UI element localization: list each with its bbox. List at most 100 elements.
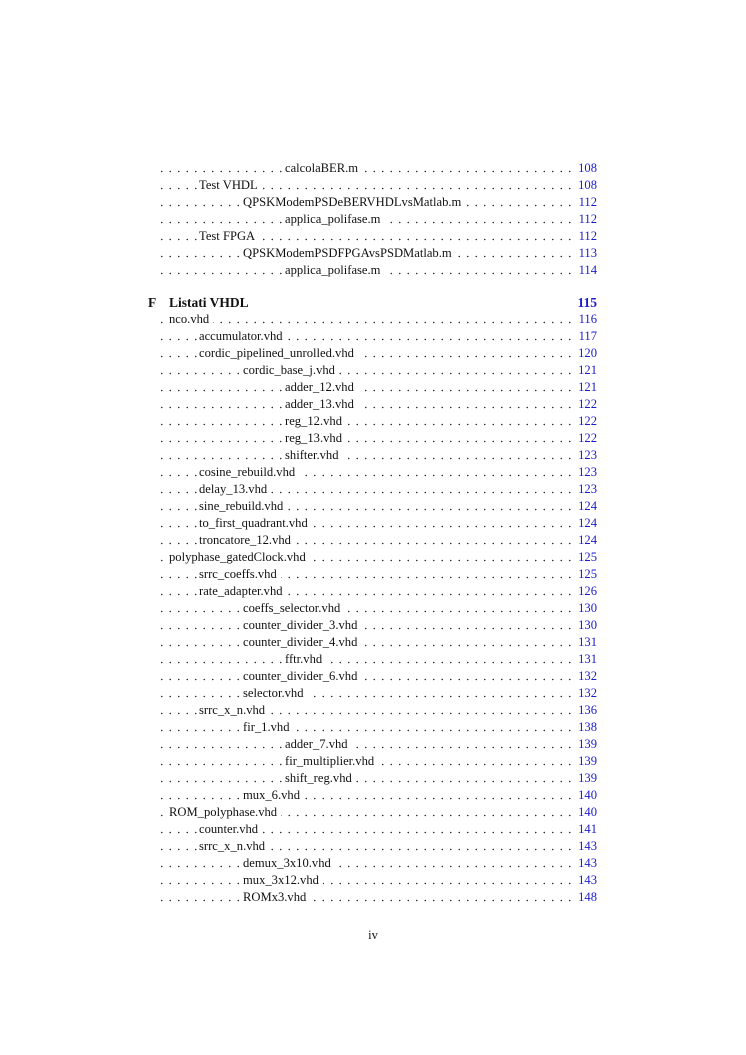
dot-leader <box>160 821 578 838</box>
toc-entry[interactable]: counter_divider_4.vhd 131 <box>0 634 746 651</box>
toc-entry[interactable]: coeffs_selector.vhd 130 <box>0 600 746 617</box>
entry-page-link[interactable]: 130 <box>574 600 597 617</box>
toc-entry[interactable]: nco.vhd 116 <box>0 311 746 328</box>
entry-page-link[interactable]: 112 <box>574 228 597 245</box>
entry-page-link[interactable]: 143 <box>574 872 597 889</box>
entry-title: nco.vhd <box>169 311 214 328</box>
toc-entry[interactable]: shifter.vhd 123 <box>0 447 746 464</box>
entry-page-link[interactable]: 124 <box>574 498 597 515</box>
entry-title: coeffs_selector.vhd <box>243 600 345 617</box>
toc-entry[interactable]: srrc_x_n.vhd 136 <box>0 702 746 719</box>
entry-page-link[interactable]: 123 <box>574 481 597 498</box>
toc-entry[interactable]: mux_3x12.vhd 143 <box>0 872 746 889</box>
toc-entry[interactable]: adder_7.vhd 139 <box>0 736 746 753</box>
entry-page-link[interactable]: 108 <box>574 160 597 177</box>
entry-page-link[interactable]: 125 <box>574 549 597 566</box>
toc-entry[interactable]: fir_multiplier.vhd 139 <box>0 753 746 770</box>
dot-leader <box>160 430 578 447</box>
toc-entry[interactable]: ROMx3.vhd 148 <box>0 889 746 906</box>
toc-entry[interactable]: adder_12.vhd 121 <box>0 379 746 396</box>
entry-page-link[interactable]: 140 <box>574 787 597 804</box>
toc-entry[interactable]: selector.vhd 132 <box>0 685 746 702</box>
entry-page-link[interactable]: 136 <box>574 702 597 719</box>
toc-entry[interactable]: applica_polifase.m 112 <box>0 211 746 228</box>
toc-entry[interactable]: QPSKModemPSDeBERVHDLvsMatlab.m 112 <box>0 194 746 211</box>
entry-page-link[interactable]: 139 <box>574 753 597 770</box>
entry-page-link[interactable]: 123 <box>574 447 597 464</box>
entry-page-link[interactable]: 126 <box>574 583 597 600</box>
toc-entry[interactable]: polyphase_gatedClock.vhd 125 <box>0 549 746 566</box>
entry-page-link[interactable]: 114 <box>574 262 597 279</box>
entry-page-link[interactable]: 143 <box>574 838 597 855</box>
toc-entry[interactable]: cordic_pipelined_unrolled.vhd 120 <box>0 345 746 362</box>
dot-leader <box>160 177 578 194</box>
toc-entry[interactable]: demux_3x10.vhd 143 <box>0 855 746 872</box>
entry-page-link[interactable]: 121 <box>574 379 597 396</box>
toc-entry[interactable]: reg_12.vhd 122 <box>0 413 746 430</box>
entry-page-link[interactable]: 122 <box>574 413 597 430</box>
entry-page-link[interactable]: 124 <box>574 515 597 532</box>
table-of-contents: calcolaBER.m 108 Test VHDL 108 QPSKModemPSDe… <box>0 160 746 906</box>
entry-title: srrc_coeffs.vhd <box>199 566 281 583</box>
toc-entry[interactable]: Test FPGA 112 <box>0 228 746 245</box>
entry-page-link[interactable]: 130 <box>574 617 597 634</box>
entry-page-link[interactable]: 122 <box>574 430 597 447</box>
entry-page-link[interactable]: 112 <box>574 194 597 211</box>
toc-entry[interactable]: calcolaBER.m 108 <box>0 160 746 177</box>
toc-entry[interactable]: QPSKModemPSDFPGAvsPSDMatlab.m 113 <box>0 245 746 262</box>
entry-page-link[interactable]: 123 <box>574 464 597 481</box>
toc-entry[interactable]: cosine_rebuild.vhd 123 <box>0 464 746 481</box>
entry-page-link[interactable]: 120 <box>574 345 597 362</box>
entry-page-link[interactable]: 140 <box>574 804 597 821</box>
entry-page-link[interactable]: 121 <box>574 362 597 379</box>
entry-page-link[interactable]: 148 <box>574 889 597 906</box>
entry-page-link[interactable]: 122 <box>574 396 597 413</box>
entry-title: demux_3x10.vhd <box>243 855 335 872</box>
toc-entry[interactable]: fftr.vhd 131 <box>0 651 746 668</box>
entry-page-link[interactable]: 143 <box>574 855 597 872</box>
entry-page-link[interactable]: 125 <box>574 566 597 583</box>
toc-entry[interactable]: Test VHDL 108 <box>0 177 746 194</box>
entry-title: fftr.vhd <box>285 651 327 668</box>
chapter-page-link[interactable]: 115 <box>577 295 597 310</box>
entry-page-link[interactable]: 141 <box>574 821 597 838</box>
toc-entry[interactable]: accumulator.vhd 117 <box>0 328 746 345</box>
entry-page-link[interactable]: 131 <box>574 651 597 668</box>
entry-page-link[interactable]: 124 <box>574 532 597 549</box>
toc-entry[interactable]: mux_6.vhd 140 <box>0 787 746 804</box>
toc-entry[interactable]: rate_adapter.vhd 126 <box>0 583 746 600</box>
entry-page-link[interactable]: 139 <box>574 736 597 753</box>
entry-page-link[interactable]: 131 <box>574 634 597 651</box>
dot-leader <box>160 311 578 328</box>
entry-page-link[interactable]: 113 <box>574 245 597 262</box>
toc-entry[interactable]: counter_divider_3.vhd 130 <box>0 617 746 634</box>
entry-page-link[interactable]: 116 <box>574 311 597 328</box>
toc-entry[interactable]: to_first_quadrant.vhd 124 <box>0 515 746 532</box>
toc-entry[interactable]: srrc_x_n.vhd 143 <box>0 838 746 855</box>
entry-page-link[interactable]: 132 <box>574 685 597 702</box>
entry-page-link[interactable]: 138 <box>574 719 597 736</box>
entry-page-link[interactable]: 139 <box>574 770 597 787</box>
dot-leader <box>160 889 578 906</box>
toc-entry[interactable]: counter.vhd 141 <box>0 821 746 838</box>
toc-entry[interactable]: shift_reg.vhd 139 <box>0 770 746 787</box>
toc-entry[interactable]: applica_polifase.m 114 <box>0 262 746 279</box>
entry-title: applica_polifase.m <box>285 211 385 228</box>
toc-entry[interactable]: reg_13.vhd 122 <box>0 430 746 447</box>
toc-entry[interactable]: srrc_coeffs.vhd 125 <box>0 566 746 583</box>
toc-entry[interactable]: ROM_polyphase.vhd 140 <box>0 804 746 821</box>
entry-page-link[interactable]: 132 <box>574 668 597 685</box>
toc-entry[interactable]: delay_13.vhd 123 <box>0 481 746 498</box>
toc-entry[interactable]: counter_divider_6.vhd 132 <box>0 668 746 685</box>
entry-title: delay_13.vhd <box>199 481 272 498</box>
toc-entry[interactable]: fir_1.vhd 138 <box>0 719 746 736</box>
toc-entry[interactable]: troncatore_12.vhd 124 <box>0 532 746 549</box>
toc-chapter-f[interactable]: F Listati VHDL 115 <box>0 294 746 311</box>
entry-title: rate_adapter.vhd <box>199 583 287 600</box>
entry-page-link[interactable]: 117 <box>574 328 597 345</box>
toc-entry[interactable]: adder_13.vhd 122 <box>0 396 746 413</box>
entry-page-link[interactable]: 112 <box>574 211 597 228</box>
toc-entry[interactable]: cordic_base_j.vhd 121 <box>0 362 746 379</box>
entry-page-link[interactable]: 108 <box>574 177 597 194</box>
toc-entry[interactable]: sine_rebuild.vhd 124 <box>0 498 746 515</box>
